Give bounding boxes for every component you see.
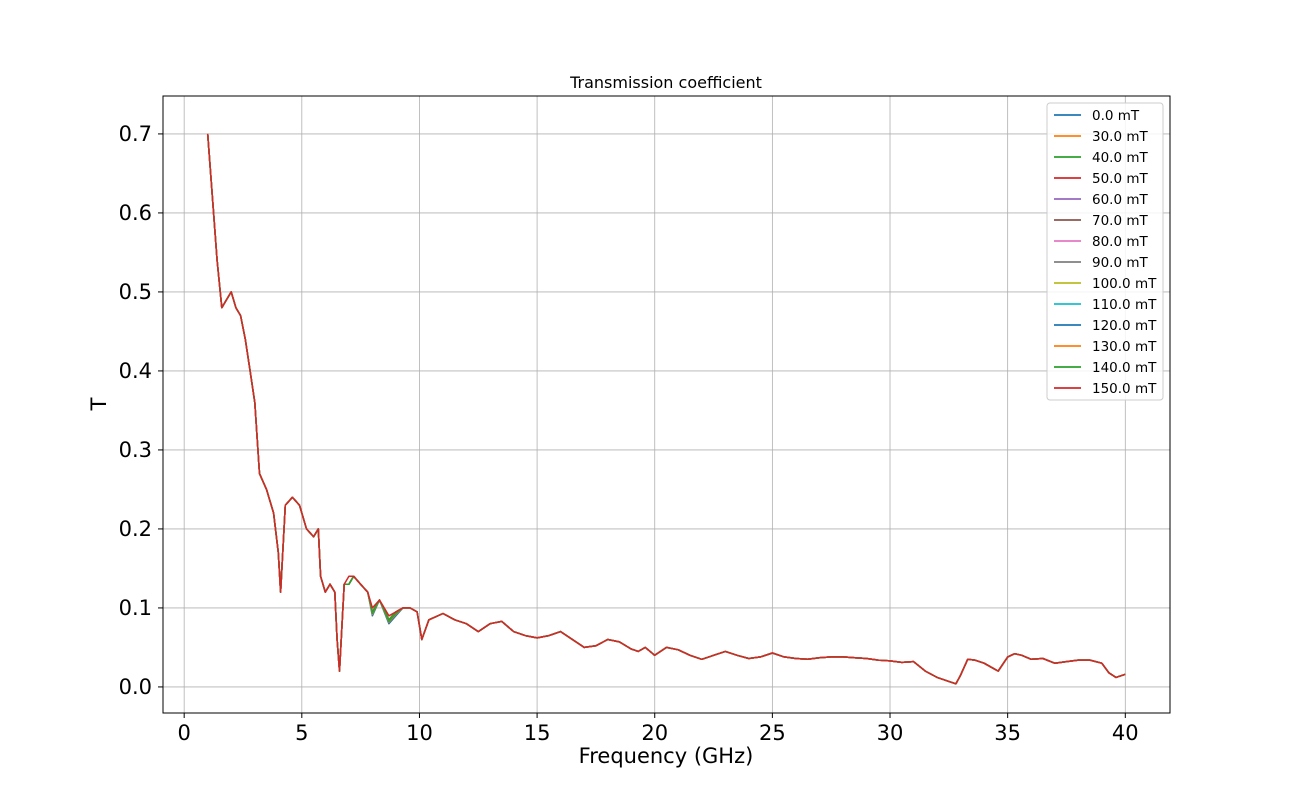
series-line bbox=[206, 133, 1126, 685]
series-line bbox=[206, 133, 1126, 685]
series-line bbox=[206, 133, 1126, 685]
x-tick-label: 5 bbox=[295, 721, 308, 745]
legend-label: 140.0 mT bbox=[1092, 360, 1157, 376]
legend: 0.0 mT 30.0 mT 40.0 mT 50.0 mT 60.0 mT 70.0 m… bbox=[1046, 102, 1164, 401]
x-tick-label: 40 bbox=[1112, 721, 1139, 745]
y-tick-label: 0.6 bbox=[119, 201, 152, 225]
series-line bbox=[206, 133, 1126, 685]
legend-label: 40.0 mT bbox=[1092, 150, 1149, 166]
legend-label: 70.0 mT bbox=[1092, 213, 1149, 229]
series-line bbox=[206, 133, 1126, 685]
x-tick-label: 15 bbox=[524, 721, 551, 745]
x-axis: 0 5 10 15 20 25 30 35 40 bbox=[177, 713, 1139, 745]
series-line bbox=[206, 133, 1126, 685]
chart-title: Transmission coefficient bbox=[569, 73, 762, 92]
x-tick-label: 20 bbox=[641, 721, 668, 745]
legend-label: 60.0 mT bbox=[1092, 192, 1149, 208]
legend-label: 90.0 mT bbox=[1092, 255, 1149, 271]
legend-label: 110.0 mT bbox=[1092, 297, 1157, 313]
y-tick-label: 0.3 bbox=[119, 438, 152, 462]
legend-label: 150.0 mT bbox=[1092, 381, 1157, 397]
y-tick-label: 0.2 bbox=[119, 517, 152, 541]
x-axis-label: Frequency (GHz) bbox=[579, 744, 754, 768]
y-tick-label: 0.4 bbox=[119, 359, 152, 383]
x-tick-label: 30 bbox=[877, 721, 904, 745]
y-tick-label: 0.7 bbox=[119, 122, 152, 146]
y-tick-label: 0.5 bbox=[119, 280, 152, 304]
legend-label: 100.0 mT bbox=[1092, 276, 1157, 292]
grid bbox=[163, 96, 1170, 713]
y-tick-label: 0.1 bbox=[119, 596, 152, 620]
plot-frame bbox=[162, 95, 1171, 714]
x-tick-label: 35 bbox=[994, 721, 1021, 745]
legend-label: 120.0 mT bbox=[1092, 318, 1157, 334]
x-tick-label: 25 bbox=[759, 721, 786, 745]
series-line bbox=[206, 133, 1126, 685]
series-line bbox=[206, 133, 1126, 685]
series-layer bbox=[206, 133, 1126, 685]
y-tick-label: 0.0 bbox=[119, 675, 152, 699]
legend-frame bbox=[1046, 102, 1164, 401]
legend-label: 0.0 mT bbox=[1092, 108, 1140, 124]
series-line bbox=[206, 133, 1126, 685]
series-line bbox=[206, 133, 1126, 685]
y-axis-label: T bbox=[87, 397, 111, 411]
y-axis: 0.0 0.1 0.2 0.3 0.4 0.5 0.6 0.7 bbox=[119, 122, 163, 699]
legend-label: 130.0 mT bbox=[1092, 339, 1157, 355]
x-tick-label: 10 bbox=[406, 721, 433, 745]
series-line bbox=[206, 133, 1126, 685]
legend-label: 80.0 mT bbox=[1092, 234, 1149, 250]
x-tick-label: 0 bbox=[177, 721, 190, 745]
series-line bbox=[206, 133, 1126, 685]
series-line bbox=[206, 133, 1126, 685]
legend-label: 50.0 mT bbox=[1092, 171, 1149, 187]
legend-label: 30.0 mT bbox=[1092, 129, 1149, 145]
series-line bbox=[206, 133, 1126, 685]
